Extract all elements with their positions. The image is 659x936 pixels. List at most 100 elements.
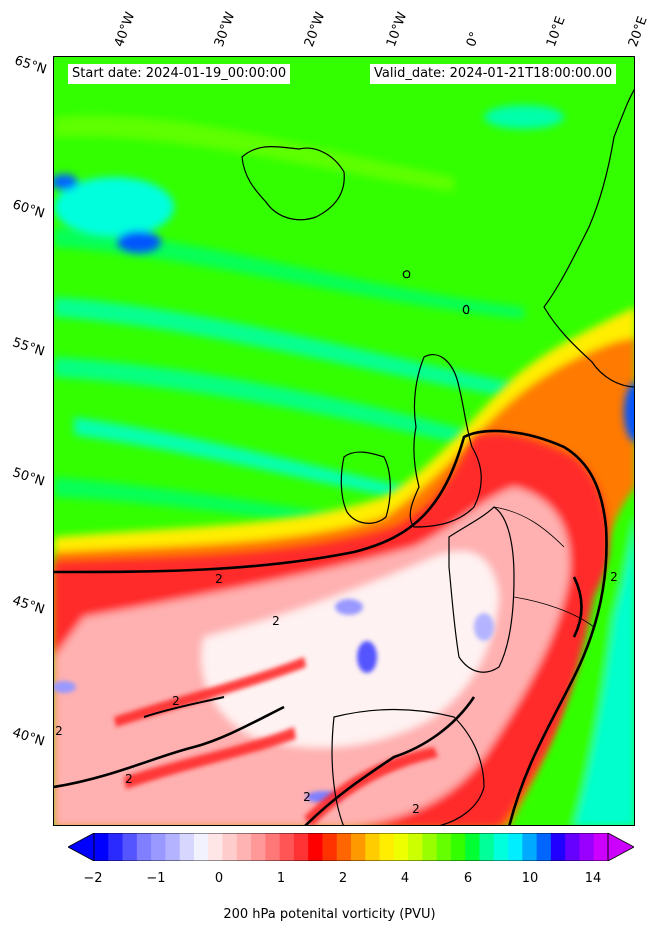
colorbar-segment-19 [365,833,381,861]
field-trough-blue-1 [117,231,161,253]
pv-2-contour-sw [54,705,285,789]
lat-label-65n: 65°N [12,53,49,78]
colorbar-frame [93,833,609,861]
colorbar-segment-12 [265,833,281,861]
field-streak-4 [54,357,494,452]
lon-label-40w: 40°W [111,10,139,49]
field-red-streak-3 [304,747,438,825]
colorbar-tick-neg1: −1 [146,871,166,886]
field-streak-2 [54,227,524,319]
colorbar-segment-35 [593,833,609,861]
colorbar-segment-14 [293,833,309,861]
colorbar-segment-9 [222,833,238,861]
colorbar [68,833,634,861]
lon-label-0: 0° [463,29,484,49]
colorbar-tick-1: 1 [276,871,286,886]
colorbar-segment-0 [94,833,109,861]
colorbar-tick-4: 4 [400,871,410,886]
field-negative-pv-spot-5 [474,613,494,641]
norway-coast [543,89,634,388]
colorbar-segment-22 [408,833,423,861]
field-cyan-blob-n [484,105,564,129]
valid-date-label: Valid_date: 2024-01-21T18:00:00.00 [370,64,617,84]
field-negative-pv-spot-4 [54,681,76,693]
colorbar-segment-10 [236,833,252,861]
colorbar-segment-5 [165,833,181,861]
pv-2-contour-s [304,696,476,825]
colorbar-segment-27 [479,833,495,861]
colorbar-segment-24 [436,833,452,861]
colorbar-segment-4 [151,833,166,861]
pv-2-contours [54,429,608,825]
great-britain-coast [409,354,482,528]
colorbar-tick-2: 2 [338,871,348,886]
colorbar-segment-25 [450,833,466,861]
colorbar-segment-28 [493,833,509,861]
colorbar-segment-34 [579,833,595,861]
country-border-2 [513,596,595,628]
country-border-1 [493,506,565,548]
pv-field-map: 2 2 2 2 2 2 2 2 [54,57,634,825]
lat-label-40n: 40°N [10,725,47,750]
field-negative-pv-spot-2 [335,599,363,615]
colorbar-tick-14: 14 [584,871,602,886]
colorbar-segment-30 [522,833,538,861]
colorbar-segment-6 [179,833,195,861]
colorbar-segment-20 [379,833,395,861]
colorbar-segment-33 [565,833,580,861]
start-date-label: Start date: 2024-01-19_00:00:00 [68,64,291,84]
colorbar-tick-6: 6 [463,871,473,886]
colorbar-tick-0: 0 [214,871,224,886]
pv-2-contour-inner [143,696,225,718]
colorbar-segment-32 [550,833,566,861]
colorbar-segment-7 [193,833,209,861]
field-east-cyan [574,527,634,825]
colorbar-segment-21 [393,833,409,861]
colorbar-segment-18 [351,833,366,861]
contour-label-2: 2 [172,694,180,708]
map-panel: 2 2 2 2 2 2 2 2 [53,56,635,826]
contour-label-4: 2 [125,772,133,786]
contour-label-0: 2 [215,572,223,586]
contour-labels: 2 2 2 2 2 2 2 2 [55,570,618,816]
lon-label-20e: 20°E [625,14,651,50]
field-streak-1 [54,115,454,192]
colorbar-extend-high [607,833,634,861]
contour-label-6: 2 [412,802,420,816]
field-red-streak-1 [114,657,306,727]
colorbar-segment-3 [136,833,152,861]
pv-2-contour-main [54,429,608,825]
lon-label-10e: 10°E [543,14,569,50]
contour-label-3: 2 [55,724,63,738]
colorbar-segment-2 [122,833,138,861]
ireland-coast [340,451,391,524]
colorbar-segment-11 [251,833,266,861]
colorbar-label: 200 hPa potenital vorticity (PVU) [223,907,436,922]
field-trough-blue-2 [54,174,78,190]
colorbar-segment-17 [336,833,352,861]
colorbar-segment-15 [308,833,323,861]
colorbar-segment-16 [322,833,338,861]
lat-label-50n: 50°N [10,465,47,490]
lat-label-55n: 55°N [10,335,47,360]
france-coast [448,506,515,673]
iceland-coast [241,146,345,221]
field-east-blue-blob [624,382,634,442]
colorbar-segment-31 [536,833,552,861]
colorbar-extend-low [68,833,95,861]
lon-label-10w: 10°W [383,10,411,49]
lat-label-45n: 45°N [10,593,47,618]
field-negative-pv-spot-1 [357,641,377,673]
field-white-core [201,551,499,748]
pv-2-contour-e [572,576,583,638]
contour-label-5: 2 [303,790,311,804]
colorbar-segment-13 [279,833,295,861]
shetland [462,304,470,315]
colorbar-segment-1 [108,833,124,861]
colorbar-tick-neg2: −2 [83,871,103,886]
field-red-streak-2 [124,727,296,789]
colorbar-segment-29 [508,833,523,861]
colorbar-segment-26 [465,833,480,861]
lon-label-20w: 20°W [301,10,329,49]
colorbar-segment-23 [422,833,438,861]
